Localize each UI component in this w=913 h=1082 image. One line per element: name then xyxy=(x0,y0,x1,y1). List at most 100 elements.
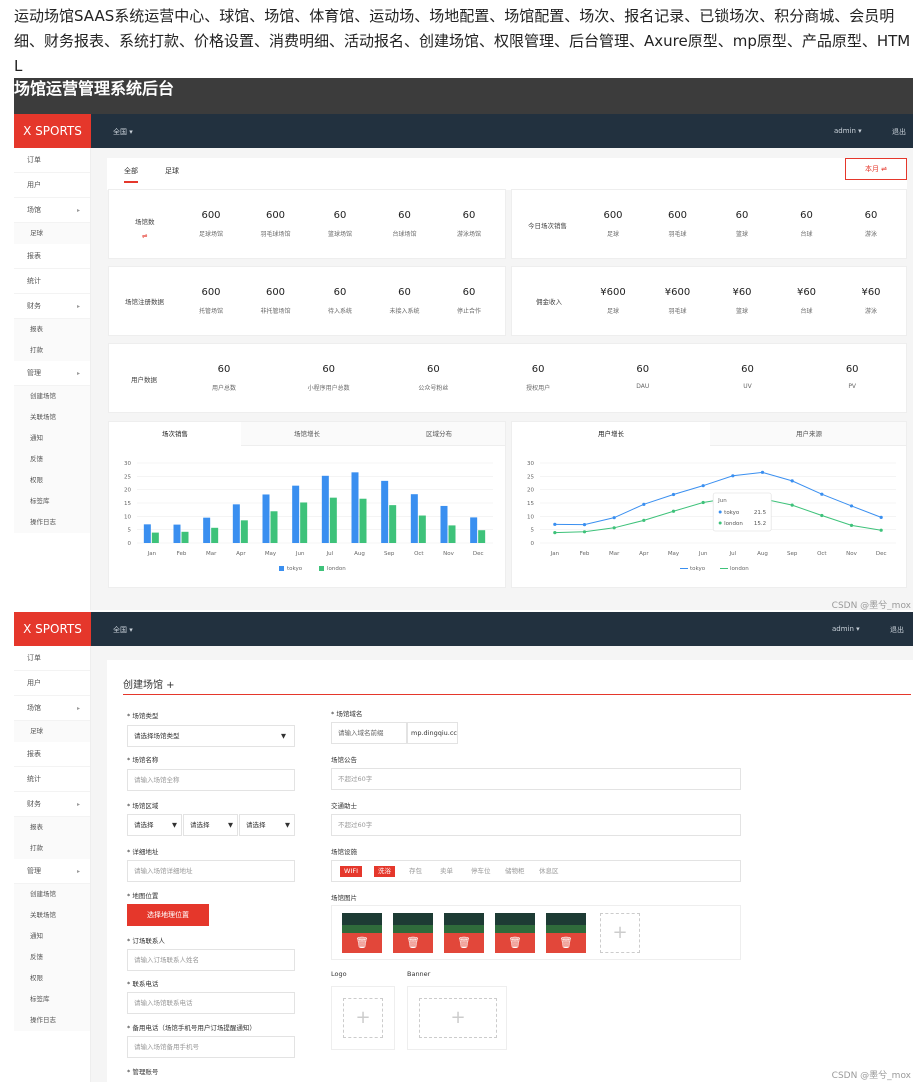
address-input[interactable]: 请输入场馆详细地址 xyxy=(127,860,295,882)
sidebar-subitem[interactable]: 报表 xyxy=(14,319,90,340)
trash-icon[interactable]: 🗑 xyxy=(444,933,484,953)
facility-tag[interactable]: 休息区 xyxy=(539,867,559,875)
month-filter-button[interactable]: 本月 ⇌ xyxy=(845,158,907,180)
sidebar-item[interactable]: 报表 xyxy=(14,244,90,269)
upload-image-button[interactable]: + xyxy=(600,913,640,953)
sidebar-subitem[interactable]: 创建场馆 xyxy=(14,386,90,407)
logout-link[interactable]: 退出 xyxy=(892,128,906,136)
sidebar-subitem[interactable]: 标签库 xyxy=(14,989,90,1010)
sidebar-subitem[interactable]: 权限 xyxy=(14,470,90,491)
sidebar-item-label: 场馆 xyxy=(27,206,41,214)
trash-icon[interactable]: 🗑 xyxy=(546,933,586,953)
stat-label: 羽毛球 xyxy=(668,308,687,315)
venue-image-thumb[interactable]: 🗑 xyxy=(342,913,382,953)
upload-logo-button[interactable]: + xyxy=(343,998,383,1038)
region-dropdown[interactable]: 全国 ▾ xyxy=(113,128,133,136)
facility-tag[interactable]: 洗浴 xyxy=(374,866,395,877)
region-dropdown[interactable]: 全国 ▾ xyxy=(113,626,133,634)
sidebar-item[interactable]: 报表 xyxy=(14,742,90,767)
sidebar-subitem[interactable]: 报表 xyxy=(14,817,90,838)
traffic-input[interactable]: 不超过60字 xyxy=(331,814,741,836)
stat-item: 60 授权用户 xyxy=(513,364,563,392)
sidebar-subitem[interactable]: 标签库 xyxy=(14,491,90,512)
commission-card: 佣金收入 ¥600 足球 ¥600 羽毛球 ¥60 篮球 ¥60 台球 ¥60 游泳 xyxy=(511,266,907,336)
sidebar-item[interactable]: 订单 xyxy=(14,646,90,671)
sidebar-item[interactable]: 统计 xyxy=(14,269,90,294)
district-select[interactable]: 请选择 ▼ xyxy=(239,814,295,836)
sidebar-item[interactable]: 管理 ▸ xyxy=(14,361,90,386)
swap-icon[interactable]: ⇌ xyxy=(142,232,148,240)
facility-tag[interactable]: WIFI xyxy=(340,866,362,877)
tab-region-distribution[interactable]: 区域分布 xyxy=(426,430,452,438)
x-tick-label: Apr xyxy=(639,551,649,557)
stat-value: ¥600 xyxy=(600,287,626,298)
facility-tag[interactable]: 卖单 xyxy=(440,867,453,875)
user-menu[interactable]: admin ▾ xyxy=(832,625,860,633)
select-location-button[interactable]: 选择地理位置 xyxy=(127,904,209,926)
sidebar-subitem[interactable]: 关联场馆 xyxy=(14,407,90,428)
city-select[interactable]: 请选择 ▼ xyxy=(183,814,238,836)
user-menu[interactable]: admin ▾ xyxy=(834,127,862,135)
sidebar-subitem[interactable]: 操作日志 xyxy=(14,512,90,533)
sidebar-item[interactable]: 统计 xyxy=(14,767,90,792)
trash-icon[interactable]: 🗑 xyxy=(393,933,433,953)
x-tick-label: Jul xyxy=(326,551,334,557)
phone-input[interactable]: 请输入场馆联系电话 xyxy=(127,992,295,1014)
sidebar-subitem[interactable]: 通知 xyxy=(14,926,90,947)
tab-user-source[interactable]: 用户来源 xyxy=(796,430,822,438)
venue-type-select[interactable]: 请选择场馆类型 ▼ xyxy=(127,725,295,747)
sidebar-item[interactable]: 管理 ▸ xyxy=(14,859,90,884)
province-select[interactable]: 请选择 ▼ xyxy=(127,814,182,836)
sidebar-subitem[interactable]: 足球 xyxy=(14,223,90,244)
contact-input[interactable]: 请输入订场联系人姓名 xyxy=(127,949,295,971)
x-tick-label: Aug xyxy=(757,551,768,557)
sidebar-item[interactable]: 场馆 ▸ xyxy=(14,696,90,721)
stat-item: 60 小程序用户总数 xyxy=(304,364,354,392)
facility-tag[interactable]: 储物柜 xyxy=(505,867,525,875)
facility-tag[interactable]: 存包 xyxy=(409,867,422,875)
watermark: CSDN @墨兮_mox xyxy=(831,601,911,610)
bar-london xyxy=(478,530,486,543)
venue-name-input[interactable]: 请输入场馆全称 xyxy=(127,769,295,791)
sidebar-subitem[interactable]: 反馈 xyxy=(14,947,90,968)
venue-image-thumb[interactable]: 🗑 xyxy=(444,913,484,953)
trash-icon[interactable]: 🗑 xyxy=(495,933,535,953)
trash-icon[interactable]: 🗑 xyxy=(342,933,382,953)
stat-label: 足球场馆 xyxy=(198,231,223,238)
app-logo[interactable]: X SPORTS xyxy=(14,114,91,148)
sidebar-subitem[interactable]: 打款 xyxy=(14,838,90,859)
sidebar-item[interactable]: 财务 ▸ xyxy=(14,294,90,319)
backup-phone-input[interactable]: 请输入场馆备用手机号 xyxy=(127,1036,295,1058)
sidebar-subitem[interactable]: 关联场馆 xyxy=(14,905,90,926)
venue-image-thumb[interactable]: 🗑 xyxy=(495,913,535,953)
sidebar-item[interactable]: 用户 xyxy=(14,671,90,696)
tab-all[interactable]: 全部 xyxy=(124,166,138,183)
sidebar-subitem[interactable]: 反馈 xyxy=(14,449,90,470)
sidebar-item[interactable]: 财务 ▸ xyxy=(14,792,90,817)
facility-label: 场馆设施 xyxy=(331,848,357,856)
app-logo[interactable]: X SPORTS xyxy=(14,612,91,646)
tab-venue-growth[interactable]: 场馆增长 xyxy=(294,430,320,438)
sidebar-item-label: 管理 xyxy=(27,369,41,377)
facility-tag[interactable]: 停车位 xyxy=(471,867,491,875)
sidebar-subitem[interactable]: 创建场馆 xyxy=(14,884,90,905)
sidebar-subitem[interactable]: 足球 xyxy=(14,721,90,742)
sidebar-item[interactable]: 订单 xyxy=(14,148,90,173)
bar-london xyxy=(448,525,456,543)
notice-input[interactable]: 不超过60字 xyxy=(331,768,741,790)
logout-link[interactable]: 退出 xyxy=(890,626,904,634)
domain-prefix-input[interactable]: 请输入域名前缀 xyxy=(331,722,407,744)
venue-image-thumb[interactable]: 🗑 xyxy=(393,913,433,953)
sidebar-subitem[interactable]: 操作日志 xyxy=(14,1010,90,1031)
sidebar-subitem[interactable]: 通知 xyxy=(14,428,90,449)
venue-image-thumb[interactable]: 🗑 xyxy=(546,913,586,953)
upload-banner-button[interactable]: + xyxy=(419,998,497,1038)
sidebar-subitem[interactable]: 权限 xyxy=(14,968,90,989)
tab-football[interactable]: 足球 xyxy=(165,167,179,175)
stat-label: 足球 xyxy=(606,308,619,315)
tab-user-growth[interactable]: 用户增长 xyxy=(512,422,710,446)
sidebar-item[interactable]: 用户 xyxy=(14,173,90,198)
sidebar-subitem[interactable]: 打款 xyxy=(14,340,90,361)
sidebar-item[interactable]: 场馆 ▸ xyxy=(14,198,90,223)
tab-session-sales[interactable]: 场次销售 xyxy=(109,422,241,446)
